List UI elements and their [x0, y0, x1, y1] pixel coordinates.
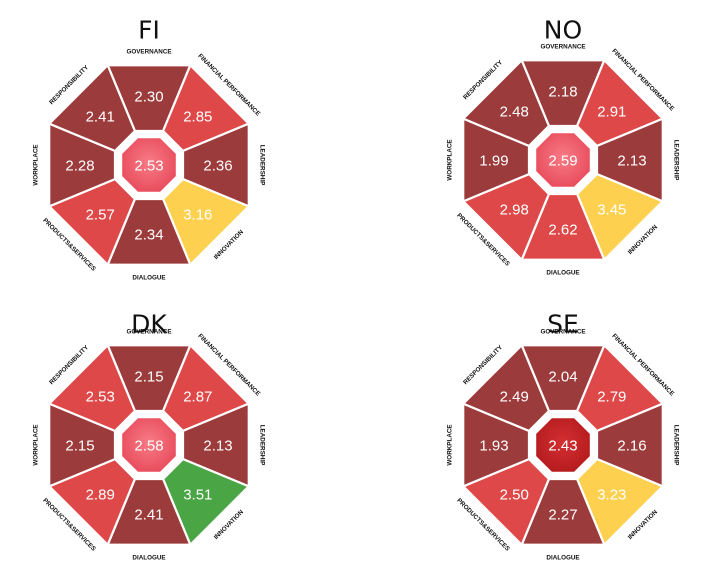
label-workplace: WORKPLACE — [33, 424, 40, 465]
value-dialogue: 2.41 — [134, 507, 163, 524]
value-leadership: 2.13 — [203, 438, 232, 455]
value-financial-performance: 2.79 — [597, 389, 626, 406]
label-governance: GOVERNANCE — [126, 329, 171, 336]
value-responsibility: 2.49 — [500, 389, 529, 406]
label-leadership: LEADERSHIP — [259, 425, 266, 466]
label-governance: GOVERNANCE — [126, 49, 171, 56]
value-responsibility: 2.48 — [500, 104, 529, 121]
center-core — [536, 133, 590, 187]
center-core — [536, 418, 590, 472]
octagon-chart-no: NO 2.59 2.18 2.91 2.13 3.45 2.62 2.98 1.99 2.48 GO… — [447, 16, 680, 277]
value-workplace: 2.28 — [65, 158, 94, 175]
octagon-chart-dk: DK 2.58 2.15 2.87 2.13 3.51 2.41 2.89 2.15 2.53 GO… — [33, 310, 266, 562]
label-leadership: LEADERSHIP — [673, 140, 680, 181]
label-dialogue: DIALOGUE — [132, 555, 165, 562]
label-leadership: LEADERSHIP — [259, 145, 266, 186]
value-governance: 2.30 — [134, 89, 163, 106]
value-innovation: 3.51 — [183, 486, 212, 503]
chart-title: DK — [131, 310, 167, 339]
chart-title: NO — [544, 16, 582, 45]
value-innovation: 3.45 — [597, 201, 626, 218]
center-core — [122, 418, 176, 472]
value-leadership: 2.13 — [617, 153, 646, 170]
value-responsibility: 2.53 — [86, 389, 115, 406]
center-value: 2.43 — [548, 438, 577, 455]
chart-title: FI — [138, 16, 160, 45]
value-products-and-services: 2.98 — [500, 201, 529, 218]
label-dialogue: DIALOGUE — [546, 270, 579, 277]
label-governance: GOVERNANCE — [540, 44, 585, 51]
value-responsibility: 2.41 — [86, 109, 115, 126]
value-products-and-services: 2.57 — [86, 206, 115, 223]
value-workplace: 1.93 — [479, 438, 508, 455]
value-products-and-services: 2.50 — [500, 486, 529, 503]
label-dialogue: DIALOGUE — [546, 555, 579, 562]
label-workplace: WORKPLACE — [33, 144, 40, 185]
value-leadership: 2.36 — [203, 158, 232, 175]
octagon-chart-se: SE 2.43 2.04 2.79 2.16 3.23 2.27 2.50 1.93 2.49 GO… — [447, 310, 680, 562]
label-leadership: LEADERSHIP — [673, 425, 680, 466]
center-core — [122, 138, 176, 192]
label-workplace: WORKPLACE — [447, 424, 454, 465]
label-dialogue: DIALOGUE — [132, 275, 165, 282]
value-governance: 2.15 — [134, 369, 163, 386]
value-governance: 2.18 — [548, 84, 577, 101]
value-workplace: 2.15 — [65, 438, 94, 455]
value-products-and-services: 2.89 — [86, 486, 115, 503]
chart-title: SE — [547, 310, 579, 339]
center-value: 2.53 — [134, 158, 163, 175]
value-financial-performance: 2.91 — [597, 104, 626, 121]
value-innovation: 3.23 — [597, 486, 626, 503]
value-dialogue: 2.34 — [134, 227, 163, 244]
center-value: 2.58 — [134, 438, 163, 455]
octagon-chart-fi: FI 2.53 2.30 2.85 2.36 3.16 2.34 2.57 2.28 2.41 GO… — [33, 16, 266, 282]
label-governance: GOVERNANCE — [540, 329, 585, 336]
value-dialogue: 2.62 — [548, 222, 577, 239]
value-leadership: 2.16 — [617, 438, 646, 455]
label-workplace: WORKPLACE — [447, 139, 454, 180]
center-value: 2.59 — [548, 153, 577, 170]
value-workplace: 1.99 — [479, 153, 508, 170]
value-dialogue: 2.27 — [548, 507, 577, 524]
value-financial-performance: 2.87 — [183, 389, 212, 406]
value-financial-performance: 2.85 — [183, 109, 212, 126]
value-innovation: 3.16 — [183, 206, 212, 223]
value-governance: 2.04 — [548, 369, 577, 386]
